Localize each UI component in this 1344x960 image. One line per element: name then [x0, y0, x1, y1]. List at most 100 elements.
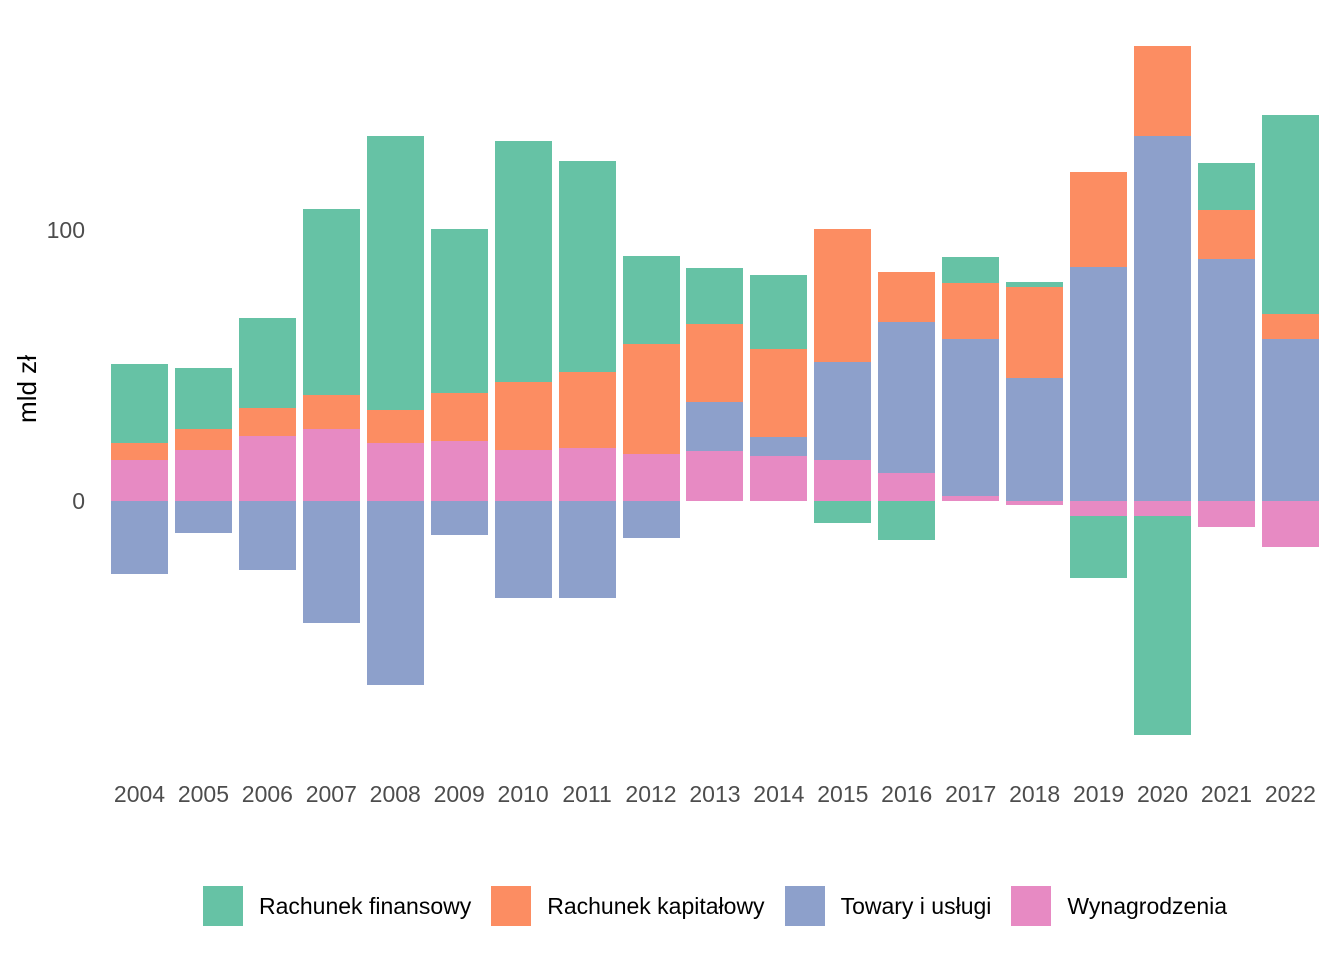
bar-segment-2015-towary-i-uslugi: [814, 361, 872, 461]
bar-segment-2017-wynagrodzenia: [942, 495, 1000, 501]
bar-segment-2017-rachunek-finansowy: [942, 257, 1000, 284]
x-tick-label-2018: 2018: [1009, 781, 1061, 807]
bar-segment-2011-wynagrodzenia: [558, 448, 616, 501]
bar-segment-2005-rachunek-kapitalowy: [174, 429, 232, 450]
x-tick-label-2006: 2006: [241, 781, 293, 807]
bar-segment-2006-towary-i-uslugi: [238, 501, 296, 570]
bar-segment-2021-rachunek-finansowy: [1197, 162, 1255, 211]
bar-2022: [1261, 0, 1319, 960]
bar-2013: [686, 0, 744, 960]
bar-segment-2008-towary-i-uslugi: [366, 501, 424, 685]
y-tick-label-0: 0: [72, 488, 85, 514]
x-tick-label-2004: 2004: [113, 781, 166, 807]
x-tick-label-2019: 2019: [1073, 781, 1125, 807]
bar-segment-2004-wynagrodzenia: [111, 460, 168, 501]
legend-key-towary-i-uslugi: [784, 886, 825, 926]
x-tick-label-2009: 2009: [433, 781, 485, 807]
bar-segment-2008-rachunek-finansowy: [366, 135, 424, 411]
bar-segment-2016-towary-i-uslugi: [878, 322, 936, 473]
bar-segment-2018-wynagrodzenia: [1006, 501, 1064, 506]
bar-segment-2012-rachunek-finansowy: [622, 256, 680, 345]
legend-entry-wynagrodzenia: Wynagrodzenia: [1011, 886, 1227, 926]
bar-segment-2016-rachunek-finansowy: [878, 501, 936, 541]
bar-segment-2019-rachunek-finansowy: [1070, 515, 1128, 579]
bar-segment-2022-rachunek-kapitalowy: [1261, 314, 1319, 339]
bar-segment-2013-wynagrodzenia: [686, 450, 744, 501]
bar-segment-2012-wynagrodzenia: [622, 453, 680, 501]
bar-segment-2019-rachunek-kapitalowy: [1070, 172, 1128, 267]
bar-segment-2004-rachunek-kapitalowy: [111, 442, 168, 461]
x-tick-label-2005: 2005: [177, 781, 230, 807]
bar-2006: [238, 0, 296, 960]
y-axis-title: mld zł: [12, 355, 42, 423]
bar-segment-2009-rachunek-kapitalowy: [430, 392, 488, 442]
bar-segment-2010-towary-i-uslugi: [494, 501, 552, 599]
bar-segment-2005-rachunek-finansowy: [174, 368, 232, 430]
bar-2004: [111, 0, 168, 960]
bar-segment-2010-rachunek-finansowy: [494, 141, 552, 382]
bar-segment-2007-towary-i-uslugi: [302, 501, 360, 623]
bar-segment-2014-rachunek-kapitalowy: [750, 349, 808, 438]
bar-segment-2021-towary-i-uslugi: [1197, 258, 1255, 501]
legend: Rachunek finansowy Rachunek kapitałowy Tow…: [111, 886, 1319, 926]
bar-segment-2013-rachunek-kapitalowy: [686, 323, 744, 403]
legend-label-rachunek-finansowy: Rachunek finansowy: [258, 892, 472, 919]
x-tick-label-2015: 2015: [817, 781, 869, 807]
bar-segment-2008-wynagrodzenia: [366, 442, 424, 501]
bar-segment-2018-rachunek-kapitalowy: [1006, 287, 1064, 378]
bar-2011: [558, 0, 616, 960]
bar-segment-2005-wynagrodzenia: [174, 449, 232, 501]
bar-2017: [942, 0, 1000, 960]
bar-segment-2004-rachunek-finansowy: [111, 364, 168, 443]
bar-2008: [366, 0, 424, 960]
bar-segment-2004-towary-i-uslugi: [111, 501, 168, 575]
bar-segment-2018-rachunek-finansowy: [1006, 281, 1064, 288]
x-tick-label-2008: 2008: [369, 781, 421, 807]
x-tick-label-2011: 2011: [562, 781, 612, 807]
bar-segment-2012-rachunek-kapitalowy: [622, 344, 680, 454]
bar-segment-2006-rachunek-finansowy: [238, 318, 296, 408]
bar-segment-2014-towary-i-uslugi: [750, 437, 808, 457]
bar-segment-2009-rachunek-finansowy: [430, 229, 488, 393]
bar-segment-2017-towary-i-uslugi: [942, 338, 1000, 496]
bar-segment-2012-towary-i-uslugi: [622, 501, 680, 538]
x-tick-label-2020: 2020: [1136, 781, 1189, 807]
bar-segment-2020-towary-i-uslugi: [1134, 135, 1192, 501]
bar-segment-2014-rachunek-finansowy: [750, 275, 808, 350]
x-tick-label-2007: 2007: [305, 781, 357, 807]
legend-label-rachunek-kapitalowy: Rachunek kapitałowy: [547, 892, 765, 919]
legend-label-towary-i-uslugi: Towary i usługi: [840, 892, 992, 919]
bar-2021: [1197, 0, 1255, 960]
y-tick-label-100: 100: [46, 217, 85, 244]
bar-2010: [494, 0, 552, 960]
bar-segment-2016-wynagrodzenia: [878, 472, 936, 501]
bar-segment-2016-rachunek-kapitalowy: [878, 272, 936, 323]
bar-segment-2022-rachunek-finansowy: [1261, 115, 1319, 315]
x-tick-label-2013: 2013: [689, 781, 741, 807]
bar-segment-2019-wynagrodzenia: [1070, 501, 1128, 516]
bar-2018: [1006, 0, 1064, 960]
bar-segment-2006-wynagrodzenia: [238, 436, 296, 501]
bar-segment-2017-rachunek-kapitalowy: [942, 283, 1000, 339]
bar-segment-2015-wynagrodzenia: [814, 460, 872, 501]
legend-key-rachunek-finansowy: [202, 886, 243, 926]
legend-entry-towary-i-uslugi: Towary i usługi: [784, 886, 992, 926]
bar-segment-2014-wynagrodzenia: [750, 456, 808, 501]
x-tick-label-2010: 2010: [497, 781, 549, 807]
bar-segment-2013-rachunek-finansowy: [686, 268, 744, 324]
bar-2015: [814, 0, 872, 960]
x-tick-label-2014: 2014: [753, 781, 805, 807]
bar-segment-2015-rachunek-finansowy: [814, 501, 872, 523]
bar-2012: [622, 0, 680, 960]
bar-segment-2022-towary-i-uslugi: [1261, 338, 1319, 501]
bar-segment-2005-towary-i-uslugi: [174, 501, 232, 534]
bar-segment-2009-wynagrodzenia: [430, 441, 488, 501]
bar-2020: [1134, 0, 1192, 960]
bar-segment-2021-rachunek-kapitalowy: [1197, 210, 1255, 259]
bar-2009: [430, 0, 488, 960]
bar-2014: [750, 0, 808, 960]
bar-segment-2011-rachunek-kapitalowy: [558, 372, 616, 449]
bar-segment-2007-rachunek-finansowy: [302, 208, 360, 396]
bar-2005: [174, 0, 232, 960]
